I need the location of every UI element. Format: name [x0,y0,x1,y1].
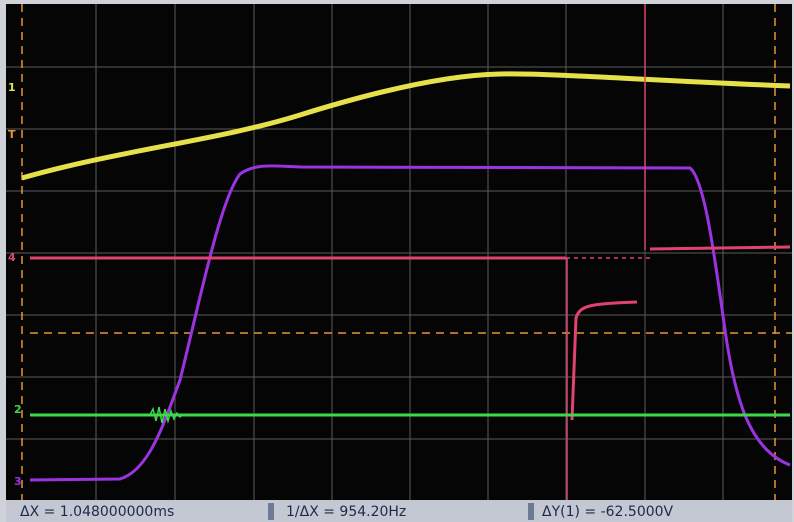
delta-x: ΔX = 1.048000000ms [20,504,174,520]
trigger-marker: T [8,128,16,141]
separator [268,503,274,520]
delta-y: ΔY(1) = -62.5000V [542,504,674,520]
page: 1 T 4 2 3 ΔX = 1.048000000ms 1/ΔX = 954.… [0,0,794,522]
trace-segment [650,247,790,249]
inverse-delta-x: 1/ΔX = 954.20Hz [286,504,406,520]
channel-marker: 1 [8,81,16,94]
channel-marker: 2 [14,403,22,416]
channel-marker: 3 [14,475,22,488]
channel-marker: 4 [8,251,16,264]
scope-screen: 1 T 4 2 3 ΔX = 1.048000000ms 1/ΔX = 954.… [0,0,794,522]
separator [528,503,534,520]
